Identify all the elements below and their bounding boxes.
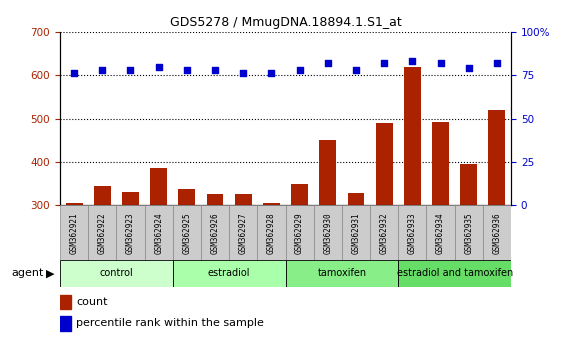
Bar [173,260,286,287]
Bar [263,203,280,205]
Text: GDS5278 / MmugDNA.18894.1.S1_at: GDS5278 / MmugDNA.18894.1.S1_at [170,16,401,29]
Point [70,71,79,76]
Bar [286,260,399,287]
Bar [150,169,167,205]
Point [267,71,276,76]
Text: GSM362923: GSM362923 [126,212,135,253]
Bar [116,205,144,260]
Text: GSM362929: GSM362929 [295,212,304,253]
Bar [399,260,511,287]
Text: GSM362926: GSM362926 [211,212,219,253]
Text: estradiol and tamoxifen: estradiol and tamoxifen [396,268,513,279]
Point [351,67,360,73]
Text: GSM362932: GSM362932 [380,212,389,253]
Bar [376,123,393,205]
Text: GSM362922: GSM362922 [98,212,107,253]
Point [380,60,389,66]
Text: GSM362927: GSM362927 [239,212,248,253]
Text: GSM362928: GSM362928 [267,212,276,253]
Bar [258,205,286,260]
Bar [399,205,427,260]
Bar [348,193,364,205]
Bar [291,184,308,205]
Text: GSM362924: GSM362924 [154,212,163,253]
Text: GSM362933: GSM362933 [408,212,417,253]
Text: GSM362936: GSM362936 [492,212,501,253]
Bar [60,295,71,309]
Bar [144,205,173,260]
Point [492,60,501,66]
Bar [460,164,477,205]
Point [408,58,417,64]
Bar [60,205,88,260]
Bar [235,194,252,205]
Bar [178,189,195,205]
Text: tamoxifen: tamoxifen [317,268,367,279]
Text: estradiol: estradiol [208,268,250,279]
Bar [313,205,342,260]
Point [98,67,107,73]
Bar [66,203,83,205]
Bar [286,205,313,260]
Bar [342,205,370,260]
Bar [489,110,505,205]
Text: percentile rank within the sample: percentile rank within the sample [76,318,264,329]
Point [239,71,248,76]
Bar [432,122,449,205]
Text: GSM362930: GSM362930 [323,212,332,253]
Point [182,67,191,73]
Bar [60,260,173,287]
Bar [94,186,111,205]
Bar [201,205,229,260]
Bar [404,67,421,205]
Point [436,60,445,66]
Bar [370,205,399,260]
Bar [60,316,71,331]
Point [126,67,135,73]
Text: GSM362921: GSM362921 [70,212,79,253]
Text: GSM362934: GSM362934 [436,212,445,253]
Bar [173,205,201,260]
Point [211,67,220,73]
Text: GSM362931: GSM362931 [352,212,360,253]
Bar [319,140,336,205]
Text: GSM362925: GSM362925 [182,212,191,253]
Point [464,65,473,71]
Point [323,60,332,66]
Bar [207,194,223,205]
Text: GSM362935: GSM362935 [464,212,473,253]
Point [295,67,304,73]
Text: ▶: ▶ [46,268,54,279]
Bar [122,192,139,205]
Text: count: count [76,297,108,307]
Bar [427,205,455,260]
Bar [229,205,258,260]
Bar [483,205,511,260]
Point [154,64,163,69]
Bar [455,205,483,260]
Text: control: control [99,268,133,279]
Bar [88,205,116,260]
Text: agent: agent [11,268,44,279]
